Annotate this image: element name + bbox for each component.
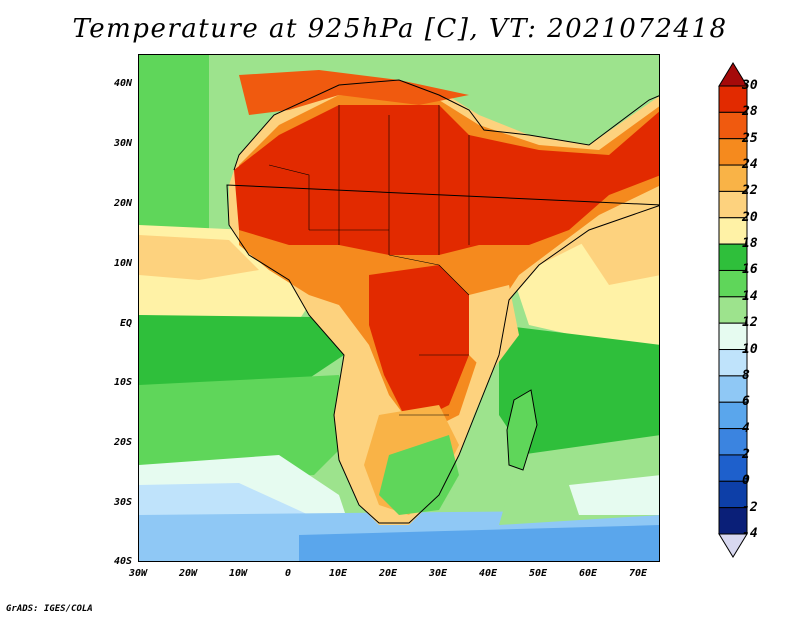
colorbar-tick-label: 16 — [742, 262, 758, 278]
lon-label-30w: 30W — [128, 568, 148, 579]
colorbar-tick-label: -2 — [742, 499, 758, 515]
lat-label-20s: 20S — [113, 437, 132, 448]
lat-label-40s: 40S — [113, 556, 132, 567]
colorbar-band — [718, 507, 748, 535]
lon-label-20w: 20W — [178, 568, 198, 579]
lat-label-10s: 10S — [113, 377, 132, 388]
lon-label-50e: 50E — [528, 568, 548, 579]
lat-label-eq: EQ — [119, 318, 132, 329]
country-borders — [268, 105, 470, 416]
indian-ocean-cool — [569, 475, 659, 515]
colorbar-bottom-arrow — [718, 533, 748, 558]
north-atlantic — [139, 55, 209, 235]
north-africa-coast — [239, 70, 469, 115]
lat-label-40n: 40N — [113, 78, 132, 89]
lat-label-20n: 20N — [113, 198, 132, 209]
colorbar-tick-label: 28 — [742, 104, 758, 120]
coastline — [226, 79, 659, 524]
colorbar-band — [718, 190, 748, 219]
colorbar-tick-label: 4 — [742, 420, 750, 436]
southern-ocean-deep — [299, 525, 659, 561]
colorbar-tick-label: 8 — [742, 367, 750, 383]
lon-label-10w: 10W — [228, 568, 248, 579]
colorbar-band — [718, 480, 748, 509]
lon-label-70e: 70E — [628, 568, 648, 579]
colorbar-band — [718, 375, 748, 403]
colorbar-tick-label: 0 — [742, 473, 750, 489]
lat-label-10n: 10N — [113, 258, 132, 269]
lon-label-40e: 40E — [478, 568, 498, 579]
madagascar-outline — [506, 389, 538, 471]
congo-hot — [369, 265, 469, 425]
colorbar-tick-label: 22 — [742, 183, 758, 199]
colorbar-tick-label: -4 — [742, 526, 758, 541]
lon-label-60e: 60E — [578, 568, 598, 579]
lon-label-30e: 30E — [428, 568, 448, 579]
colorbar-band — [718, 243, 748, 271]
colorbar-band — [718, 322, 748, 351]
sahara-core — [234, 105, 659, 255]
east-africa-highlands — [469, 285, 519, 375]
colorbar-tick-label: 12 — [742, 315, 758, 331]
south-atlantic-green — [139, 375, 354, 485]
colorbar-tick-label: 25 — [742, 130, 758, 146]
madagascar — [507, 390, 537, 470]
map-title: Temperature at 925hPa [C], VT: 202107241… — [72, 14, 728, 44]
colorbar-band — [718, 111, 748, 140]
tropical-atlantic-mid — [139, 235, 259, 280]
colorbar-band — [718, 217, 748, 245]
colorbar-tick-label: 14 — [742, 288, 758, 304]
colorbar-tick-label: 6 — [742, 394, 750, 410]
colorbar — [718, 62, 748, 558]
colorbar-tick-label: 2 — [742, 446, 750, 462]
colorbar-tick-label: 24 — [742, 157, 758, 173]
colorbar-tick-label: 20 — [742, 209, 758, 225]
lon-label-20e: 20E — [378, 568, 398, 579]
indian-ocean-green — [499, 325, 659, 475]
colorbar-band — [718, 164, 748, 192]
equatorial-atlantic — [139, 315, 344, 395]
colorbar-tick-label: 30 — [742, 78, 758, 93]
colorbar-tick-label: 18 — [742, 236, 758, 252]
lon-label-10e: 10E — [328, 568, 348, 579]
temperature-map — [138, 54, 660, 562]
colorbar-band — [718, 85, 748, 113]
lat-label-30s: 30S — [113, 497, 132, 508]
colorbar-tick-label: 10 — [742, 341, 758, 357]
colorbar-band — [718, 401, 748, 430]
colorbar-band — [718, 428, 748, 456]
lat-label-30n: 30N — [113, 138, 132, 149]
grads-credit: GrADS: IGES/COLA — [6, 604, 93, 614]
lon-label-0: 0 — [284, 568, 292, 579]
